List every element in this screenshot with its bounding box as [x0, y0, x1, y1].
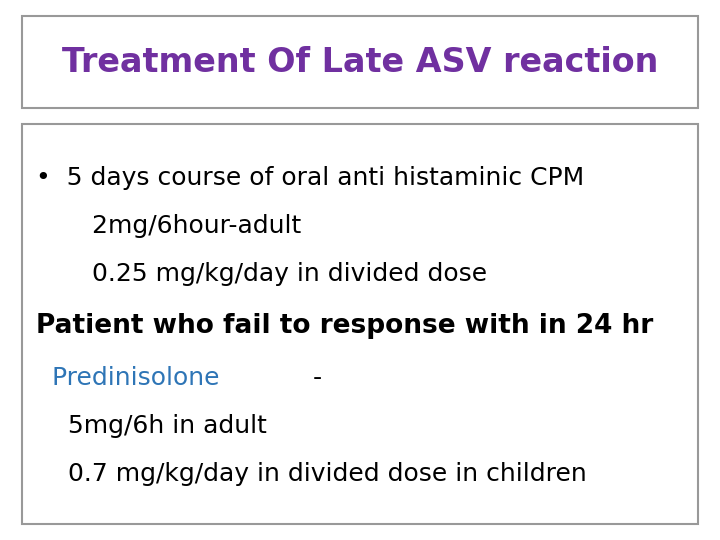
Text: 2mg/6hour-adult: 2mg/6hour-adult — [36, 214, 301, 238]
Text: 0.7 mg/kg/day in divided dose in children: 0.7 mg/kg/day in divided dose in childre… — [36, 462, 587, 486]
Bar — [22, 124, 698, 524]
Bar — [22, 16, 698, 108]
Text: Patient who fail to response with in 24 hr: Patient who fail to response with in 24 … — [36, 313, 653, 339]
Text: -: - — [313, 366, 323, 390]
Text: 5mg/6h in adult: 5mg/6h in adult — [36, 414, 267, 438]
Text: Treatment Of Late ASV reaction: Treatment Of Late ASV reaction — [62, 45, 658, 79]
Text: Predinisolone: Predinisolone — [36, 366, 220, 390]
Text: 0.25 mg/kg/day in divided dose: 0.25 mg/kg/day in divided dose — [36, 262, 487, 286]
Text: •  5 days course of oral anti histaminic CPM: • 5 days course of oral anti histaminic … — [36, 166, 584, 190]
